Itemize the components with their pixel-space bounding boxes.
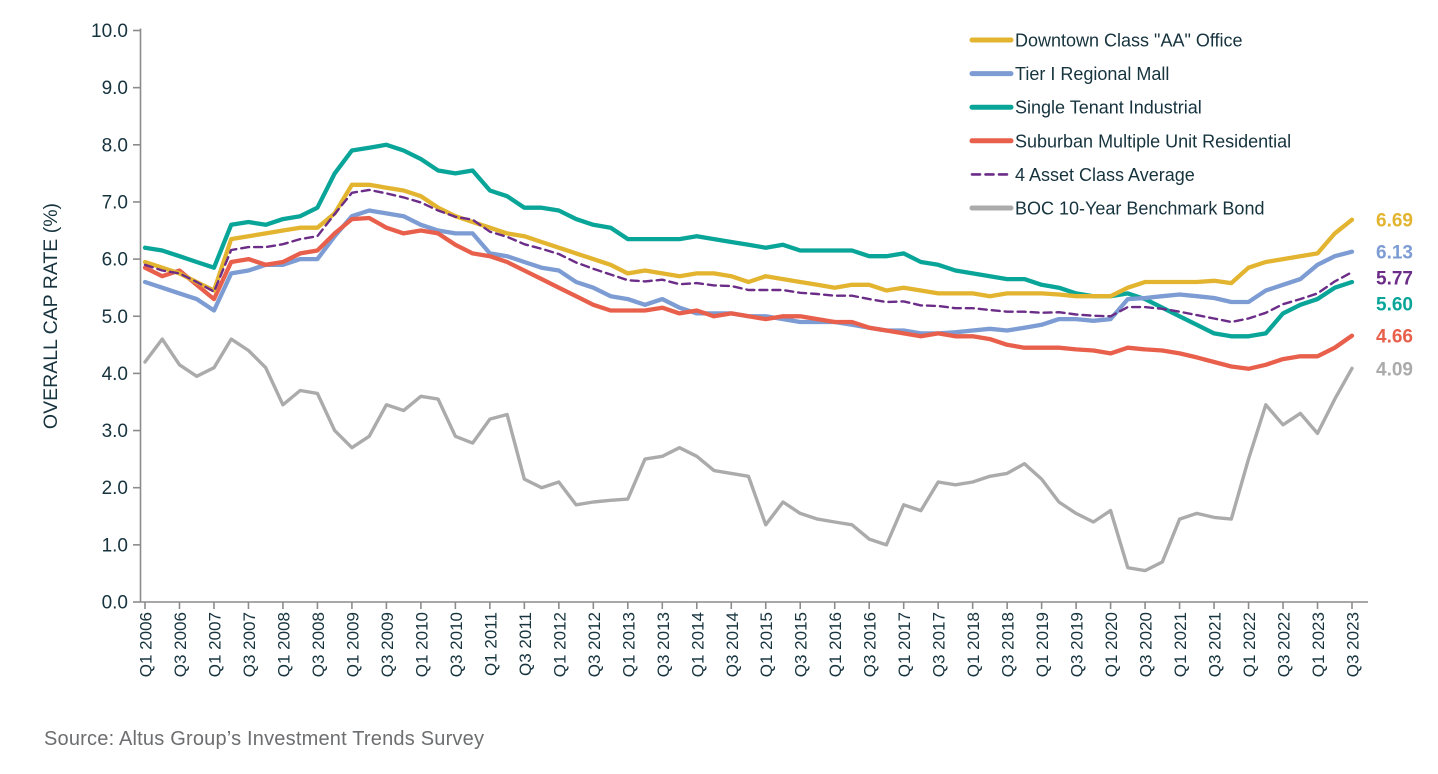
x-tick-label: Q3 2018 bbox=[999, 612, 1018, 677]
x-tick-label: Q1 2019 bbox=[1033, 612, 1052, 677]
x-tick-label: Q3 2014 bbox=[723, 612, 742, 677]
x-tick-label: Q1 2012 bbox=[550, 612, 569, 677]
y-axis-title: OVERALL CAP RATE (%) bbox=[40, 203, 62, 429]
x-tick-label: Q3 2015 bbox=[792, 612, 811, 677]
y-tick-label: 3.0 bbox=[102, 421, 128, 442]
x-tick-label: Q3 2017 bbox=[930, 612, 949, 677]
series-line-suburban-multiple-unit-residential bbox=[142, 215, 1355, 371]
legend-item-single-tenant-industrial: Single Tenant Industrial bbox=[969, 98, 1202, 118]
x-tick-label: Q1 2011 bbox=[481, 612, 500, 676]
legend-label: Single Tenant Industrial bbox=[1015, 98, 1202, 118]
legend-label: 4 Asset Class Average bbox=[1015, 165, 1195, 185]
legend-item-suburban-multiple-unit-residential: Suburban Multiple Unit Residential bbox=[969, 131, 1291, 151]
y-tick-label: 6.0 bbox=[102, 250, 128, 271]
x-tick-label: Q3 2009 bbox=[378, 612, 397, 677]
y-tick-label: 7.0 bbox=[102, 192, 128, 213]
y-tick-label: 1.0 bbox=[102, 535, 128, 556]
y-tick-label: 5.0 bbox=[102, 307, 128, 328]
x-tick-label: Q3 2006 bbox=[171, 612, 190, 677]
x-tick-label: Q1 2007 bbox=[205, 612, 224, 677]
legend-item-4-asset-class-average: 4 Asset Class Average bbox=[970, 165, 1195, 185]
x-tick-label: Q3 2020 bbox=[1137, 612, 1156, 677]
x-tick-label: Q1 2020 bbox=[1102, 612, 1121, 677]
x-tick-label: Q3 2007 bbox=[240, 612, 259, 677]
x-tick-label: Q1 2014 bbox=[688, 612, 707, 677]
legend-label: Suburban Multiple Unit Residential bbox=[1015, 131, 1291, 151]
y-tick-label: 4.0 bbox=[102, 364, 128, 385]
end-label-downtown-class-aa-office: 6.69 bbox=[1376, 211, 1413, 232]
end-label-single-tenant-industrial: 5.60 bbox=[1376, 295, 1413, 316]
legend-label: BOC 10-Year Benchmark Bond bbox=[1015, 199, 1264, 219]
x-tick-label: Q3 2013 bbox=[654, 612, 673, 677]
legend-label: Tier I Regional Mall bbox=[1015, 64, 1169, 84]
x-tick-label: Q1 2008 bbox=[274, 612, 293, 677]
x-tick-label: Q3 2016 bbox=[861, 612, 880, 677]
source-caption: Source: Altus Group’s Investment Trends … bbox=[44, 728, 485, 750]
chart-svg: OVERALL CAP RATE (%) 10.0 9.0 8.0 7.0 6.0 5.0… bbox=[40, 21, 1413, 677]
x-tick-label: Q3 2021 bbox=[1206, 612, 1225, 677]
end-label-suburban-multiple-unit-residential: 4.66 bbox=[1376, 327, 1413, 348]
x-tick-label: Q1 2015 bbox=[757, 612, 776, 677]
end-label-boc-10-year-benchmark-bond: 4.09 bbox=[1376, 359, 1413, 380]
y-tick-label: 2.0 bbox=[102, 478, 128, 499]
x-tick-label: Q3 2022 bbox=[1275, 612, 1294, 677]
x-tick-label: Q1 2016 bbox=[826, 612, 845, 677]
x-tick-label: Q1 2018 bbox=[964, 612, 983, 677]
series-line-downtown-class-aa-office bbox=[142, 182, 1355, 299]
y-tick-label: 10.0 bbox=[91, 21, 128, 42]
series-line-4-asset-class-average bbox=[143, 188, 1354, 324]
series-line-single-tenant-industrial bbox=[142, 142, 1355, 339]
x-tick-label: Q1 2023 bbox=[1309, 612, 1328, 677]
x-tick-label: Q3 2012 bbox=[585, 612, 604, 677]
y-tick-label: 0.0 bbox=[102, 593, 128, 614]
end-label-tier-i-regional-mall: 6.13 bbox=[1376, 243, 1413, 264]
legend-item-boc-10-year-benchmark-bond: BOC 10-Year Benchmark Bond bbox=[969, 199, 1264, 219]
axes: 10.0 9.0 8.0 7.0 6.0 5.0 4.0 3.0 2.0 1.0 0.0 Q1 200… bbox=[91, 21, 1368, 677]
x-tick-label: Q1 2013 bbox=[619, 612, 638, 677]
legend: Downtown Class "AA" Office Tier I Regiona… bbox=[969, 31, 1291, 219]
x-tick-label: Q1 2009 bbox=[343, 612, 362, 677]
y-tick-label: 8.0 bbox=[102, 135, 128, 156]
series-end-labels: 6.69 6.13 5.77 5.60 4.66 4.09 bbox=[1376, 211, 1413, 381]
series-lines bbox=[142, 142, 1355, 573]
x-tick-label: Q1 2022 bbox=[1240, 612, 1259, 677]
series-line-boc-10-year-benchmark-bond bbox=[143, 337, 1354, 573]
x-tick-label: Q3 2023 bbox=[1344, 612, 1363, 677]
x-tick-label: Q3 2019 bbox=[1068, 612, 1087, 677]
x-tick-label: Q1 2006 bbox=[137, 612, 156, 677]
legend-label: Downtown Class "AA" Office bbox=[1015, 31, 1243, 51]
x-tick-label: Q3 2011 bbox=[516, 612, 535, 676]
y-tick-label: 9.0 bbox=[102, 78, 128, 99]
x-tick-label: Q3 2008 bbox=[309, 612, 328, 677]
end-label-4-asset-class-average: 5.77 bbox=[1376, 269, 1413, 290]
x-tick-label: Q1 2017 bbox=[895, 612, 914, 677]
x-tick-label: Q3 2010 bbox=[447, 612, 466, 677]
legend-item-downtown-class-aa-office: Downtown Class "AA" Office bbox=[969, 31, 1243, 51]
x-tick-label: Q1 2021 bbox=[1171, 612, 1190, 677]
legend-item-tier-i-regional-mall: Tier I Regional Mall bbox=[969, 64, 1169, 84]
x-tick-label: Q1 2010 bbox=[412, 612, 431, 677]
